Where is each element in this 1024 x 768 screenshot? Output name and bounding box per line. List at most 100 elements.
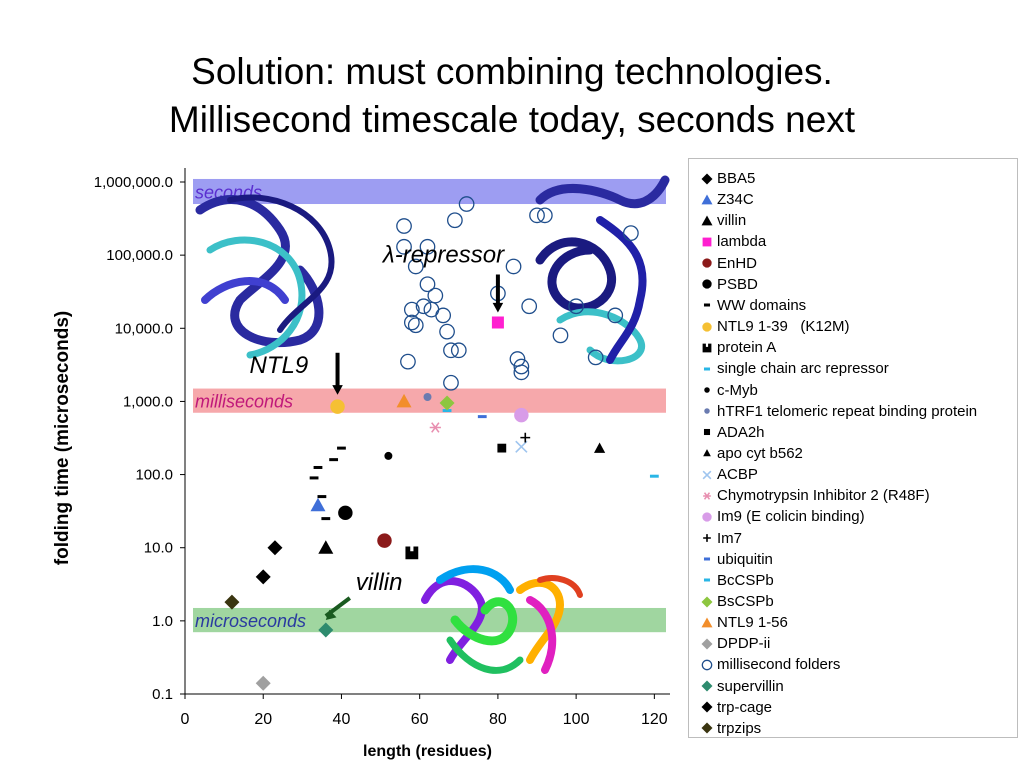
- data-point-htrf1-telomeric-repeat-binding-protein: [423, 392, 432, 401]
- data-point-villin: [318, 540, 334, 554]
- legend-marker-im9-e-colicin-binding: [702, 512, 712, 522]
- legend-marker-icon: [701, 215, 713, 226]
- legend-item: trpzips: [699, 718, 761, 739]
- legend-marker-icon: [701, 194, 713, 205]
- legend-marker-icon: [701, 680, 713, 692]
- series-bba5: [267, 540, 283, 556]
- data-point-im9-e-colicin-binding: [514, 407, 529, 423]
- data-point-millisecond-folders: [458, 196, 475, 212]
- band-milliseconds: [193, 388, 666, 413]
- series-dpdp-ii: [255, 675, 271, 691]
- legend-marker-protein-a: [702, 343, 712, 353]
- legend-label: NTL9 1-56: [717, 614, 788, 632]
- protein-structure-right-icon: [535, 175, 670, 365]
- legend-marker-icon: [703, 303, 711, 307]
- legend-item: Im9 (E colicin binding): [699, 506, 865, 527]
- series-im9-e-colicin-binding: [514, 407, 529, 423]
- ribbon-bottom-5: [446, 636, 524, 674]
- legend-marker-bscspb: [701, 596, 713, 607]
- data-point-im7: [520, 432, 531, 443]
- legend-marker-icon: [702, 279, 712, 289]
- ribbon-right-0: [535, 175, 670, 209]
- annotation-arrowhead-repressor: [492, 302, 504, 313]
- series-acbp: [515, 440, 528, 453]
- ribbon-bottom-1: [436, 565, 514, 594]
- legend-marker-icon: [703, 449, 711, 457]
- x-tick-label: 120: [641, 711, 668, 728]
- data-point-bscspb: [439, 395, 455, 411]
- ribbon-bottom-6: [537, 575, 583, 598]
- series-apo-cyt-b562: [593, 442, 606, 453]
- data-point-protein-a: [405, 546, 419, 560]
- data-point-dpdp-ii: [255, 675, 271, 691]
- data-point-millisecond-folders: [568, 298, 585, 315]
- legend-item: Z34C: [699, 189, 754, 210]
- legend-item: c-Myb: [699, 380, 758, 401]
- legend-label: trp-cage: [717, 698, 773, 716]
- data-point-millisecond-folders: [450, 342, 467, 359]
- legend-label: ubiquitin: [717, 550, 773, 568]
- legend-marker-icon: [703, 534, 711, 542]
- annotation-ntl9: NTL9: [250, 352, 309, 379]
- data-point-millisecond-folders: [623, 225, 639, 241]
- legend-marker-im7: [703, 534, 711, 542]
- data-point-millisecond-folders: [435, 307, 452, 324]
- y-tick-label: 1,000.0: [123, 393, 173, 410]
- series-ntl9-1-39-k12m: [330, 399, 345, 414]
- data-point-psbd: [338, 505, 353, 521]
- data-point-c-myb: [384, 451, 393, 460]
- annotation-arrowhead-villin: [325, 609, 337, 620]
- legend-item: Chymotrypsin Inhibitor 2 (R48F): [699, 485, 930, 506]
- data-point-z34c: [310, 497, 326, 512]
- chart-legend: BBA5 Z34C villin lambda EnHD PSBD WW domains NT…: [688, 158, 1018, 738]
- x-tick-label: 60: [411, 711, 429, 728]
- legend-item: BcCSPb: [699, 570, 774, 591]
- data-point-acbp: [515, 440, 528, 453]
- legend-marker-ada2h: [703, 429, 711, 436]
- y-tick-label: 1.0: [152, 613, 173, 630]
- legend-marker-icon: [702, 258, 712, 268]
- data-point-millisecond-folders: [407, 258, 424, 275]
- ribbon-left-1: [206, 236, 306, 359]
- series-ada2h: [497, 443, 507, 453]
- legend-label: lambda: [717, 233, 767, 251]
- legend-label: apo cyt b562: [717, 444, 803, 462]
- legend-marker-icon: [701, 638, 713, 650]
- annotation-villin: villin: [356, 569, 403, 596]
- data-point-millisecond-folders: [396, 218, 412, 234]
- legend-label: supervillin: [717, 677, 784, 695]
- data-point-millisecond-folders: [513, 358, 530, 375]
- legend-item: DPDP-ii: [699, 633, 770, 654]
- legend-item: PSBD: [699, 274, 758, 295]
- legend-marker-icon: [701, 596, 713, 607]
- legend-item: villin: [699, 210, 746, 231]
- series-trpzips: [224, 594, 240, 610]
- legend-item: BBA5: [699, 168, 755, 189]
- legend-marker-icon: [703, 429, 711, 436]
- legend-label: ACBP: [717, 466, 758, 484]
- legend-item: hTRF1 telomeric repeat binding protein: [699, 401, 977, 422]
- data-point-millisecond-folders: [521, 298, 538, 315]
- y-tick-label: 100,000.0: [106, 247, 173, 264]
- series-supervillin: [318, 622, 334, 638]
- ribbon-left-2: [227, 194, 335, 333]
- data-point-millisecond-folders: [415, 298, 432, 315]
- legend-marker-icon: [701, 659, 713, 671]
- legend-label: EnHD: [717, 254, 758, 272]
- series-ntl9-1-56: [396, 393, 412, 408]
- legend-marker-supervillin: [701, 680, 713, 692]
- data-point-apo-cyt-b562: [593, 442, 606, 453]
- data-point-supervillin: [318, 622, 334, 638]
- legend-label: single chain arc repressor: [717, 360, 889, 378]
- legend-marker-icon: [701, 722, 713, 734]
- data-point-millisecond-folders: [443, 374, 459, 391]
- legend-marker-acbp: [702, 470, 712, 480]
- x-tick-label: 100: [563, 711, 590, 728]
- legend-label: protein A: [717, 339, 777, 357]
- legend-marker-icon: [703, 578, 711, 582]
- legend-item: apo cyt b562: [699, 443, 803, 464]
- data-point-chymotrypsin-inhibitor-2-r48f: [429, 422, 441, 433]
- legend-marker-icon: [702, 470, 712, 480]
- data-point-millisecond-folders: [419, 238, 436, 255]
- legend-marker-trpzips: [701, 722, 713, 734]
